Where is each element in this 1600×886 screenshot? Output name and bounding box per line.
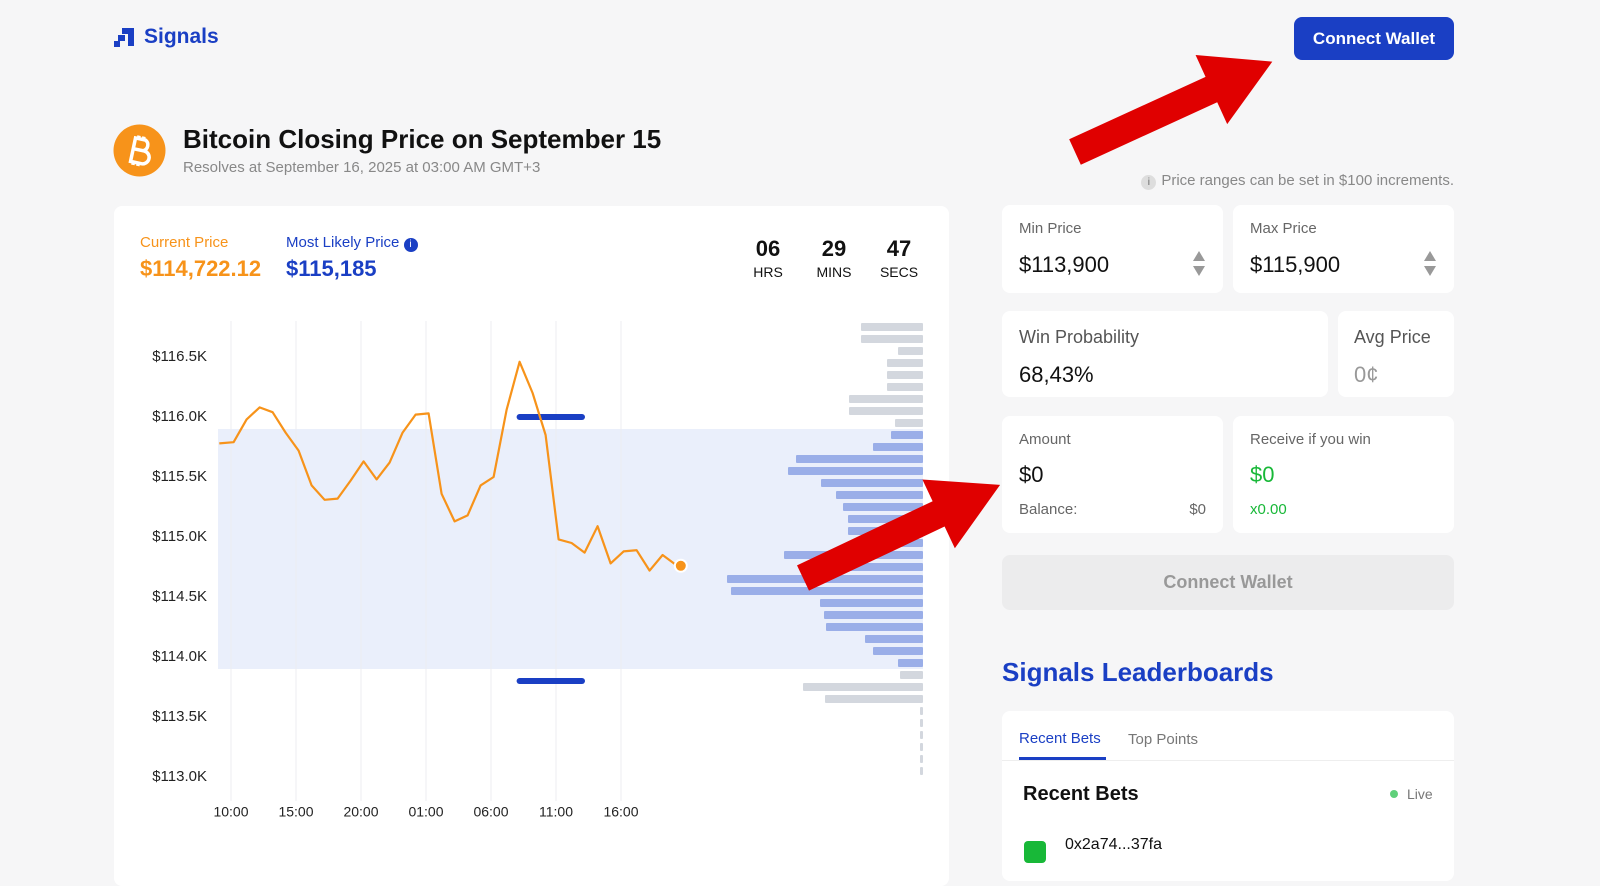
live-status: Live bbox=[1407, 786, 1433, 802]
live-dot bbox=[1390, 790, 1398, 798]
receive-card bbox=[1233, 416, 1454, 533]
likely-label-text: Most Likely Price bbox=[286, 234, 400, 251]
leaderboard-card bbox=[1002, 711, 1454, 881]
win-value: 68,43% bbox=[1019, 362, 1094, 387]
connect-wallet-button[interactable]: Connect Wallet bbox=[1294, 17, 1454, 60]
bettor-address[interactable]: 0x2a74...37fa bbox=[1065, 836, 1162, 853]
market-title: Bitcoin Closing Price on September 15 bbox=[183, 124, 662, 154]
stepper[interactable] bbox=[1423, 251, 1437, 276]
balance-value: $0 bbox=[1189, 501, 1206, 518]
countdown-unit: SECS bbox=[879, 264, 919, 280]
logo-icon bbox=[114, 28, 134, 47]
leaderboard-title: Signals Leaderboards bbox=[1002, 657, 1274, 687]
connect-wallet-disabled: Connect Wallet bbox=[1002, 555, 1454, 610]
page: Signals Connect Wallet Bitcoin Closing P… bbox=[113, 17, 1454, 863]
min-price-card bbox=[1002, 205, 1223, 293]
countdown-unit: MINS bbox=[816, 264, 852, 280]
stepper[interactable] bbox=[1192, 251, 1206, 276]
tab-active[interactable]: Recent Bets bbox=[1019, 730, 1101, 747]
arrow bbox=[1069, 55, 1273, 165]
info-icon: i bbox=[1141, 175, 1157, 190]
balance-label: Balance: bbox=[1019, 501, 1078, 518]
max-price-label: Max Price bbox=[1250, 220, 1317, 237]
countdown-value: 29 bbox=[821, 236, 847, 261]
market-subtitle: Resolves at September 16, 2025 at 03:00 … bbox=[183, 159, 541, 176]
countdown-value: 47 bbox=[886, 236, 912, 261]
likely-price-label: Most Likely Price i bbox=[286, 234, 418, 252]
receive-value: $0 bbox=[1250, 462, 1275, 487]
current-price-label: Current Price bbox=[140, 234, 229, 251]
current-price: $114,722.12 bbox=[140, 256, 262, 281]
divider bbox=[1002, 760, 1454, 761]
recent-bets-heading: Recent Bets bbox=[1023, 783, 1139, 805]
amount-card bbox=[1002, 416, 1223, 533]
receive-label: Receive if you win bbox=[1250, 431, 1371, 448]
win-label: Win Probability bbox=[1019, 327, 1140, 347]
max-price-value[interactable]: $115,900 bbox=[1250, 252, 1341, 277]
multiplier: x0.00 bbox=[1250, 501, 1287, 518]
note-text: Price ranges can be set in $100 incremen… bbox=[1161, 172, 1454, 189]
win-card bbox=[1002, 311, 1328, 397]
amount-value[interactable]: $0 bbox=[1019, 462, 1044, 487]
tab[interactable]: Top Points bbox=[1128, 731, 1199, 748]
likely-price: $115,185 bbox=[286, 256, 377, 281]
info-icon[interactable]: i bbox=[403, 238, 418, 252]
countdown-value: 06 bbox=[755, 236, 781, 261]
avg-label: Avg Price bbox=[1354, 327, 1431, 347]
price-note: i Price ranges can be set in $100 increme… bbox=[1141, 172, 1454, 190]
tab-underline bbox=[1019, 757, 1106, 760]
min-price-label: Min Price bbox=[1019, 220, 1082, 237]
avg-card bbox=[1338, 311, 1454, 397]
avg-value: 0¢ bbox=[1354, 362, 1379, 387]
min-price-value[interactable]: $113,900 bbox=[1019, 252, 1110, 277]
bitcoin-icon bbox=[113, 124, 166, 177]
avatar bbox=[1024, 841, 1046, 863]
chart-card bbox=[114, 206, 949, 886]
max-price-card bbox=[1233, 205, 1454, 293]
brand: Signals bbox=[144, 25, 219, 48]
countdown-unit: HRS bbox=[753, 264, 783, 280]
amount-label: Amount bbox=[1019, 431, 1071, 448]
